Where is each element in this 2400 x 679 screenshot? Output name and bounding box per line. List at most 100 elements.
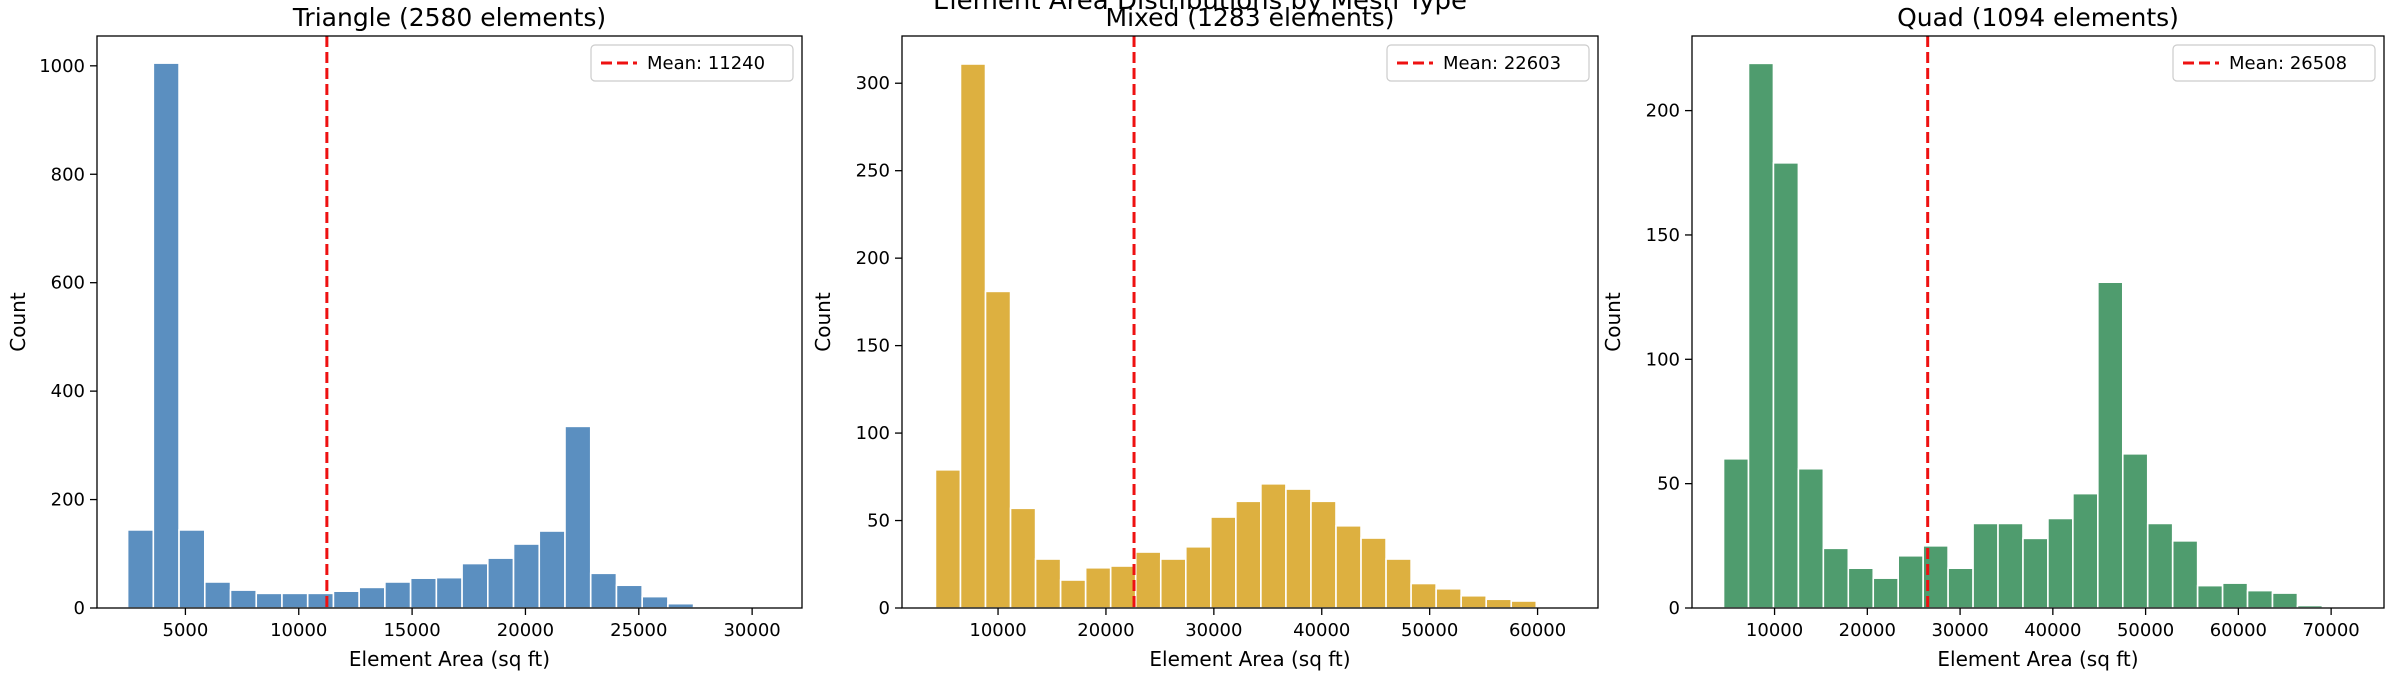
histogram-bar — [1335, 524, 1362, 609]
y-tick-label: 200 — [51, 490, 85, 511]
histogram-bar — [2072, 492, 2099, 609]
subplot-title: Quad (1094 elements) — [1897, 3, 2179, 32]
histogram-bar — [1510, 600, 1538, 609]
x-tick-label: 50000 — [2117, 620, 2174, 641]
y-tick-label: 0 — [1669, 598, 1680, 619]
figure-suptitle: Element Area Distributions by Mesh Type — [932, 0, 1468, 16]
histogram-bar — [1184, 545, 1212, 609]
histogram-bar — [984, 290, 1012, 609]
histogram-bar — [934, 469, 962, 609]
histogram-bar — [512, 543, 541, 609]
histogram-bar — [2022, 537, 2049, 609]
x-tick-label: 60000 — [1509, 620, 1566, 641]
histogram-bar — [564, 425, 592, 609]
histogram-bar — [178, 529, 206, 609]
y-tick-label: 600 — [51, 273, 85, 294]
histogram-bar — [461, 562, 489, 609]
x-tick-label: 40000 — [1293, 620, 1350, 641]
histogram-bar — [1210, 516, 1237, 609]
x-tick-label: 40000 — [2024, 620, 2081, 641]
histogram-bar — [1285, 488, 1312, 609]
y-tick-label: 50 — [867, 511, 890, 532]
histogram-bar — [1972, 522, 1999, 609]
histogram-bar — [1159, 558, 1187, 609]
histogram-bar — [2271, 592, 2299, 609]
histogram-bar — [255, 592, 283, 609]
subplot-3: 10000 20000 30000 40000 50000 60000 70000 0 50 10… — [1601, 3, 2385, 671]
histogram-bar — [435, 576, 463, 609]
histogram-bar — [2097, 281, 2124, 609]
histogram-bar — [1059, 579, 1087, 609]
y-tick-label: 150 — [856, 336, 890, 357]
histogram-bar — [152, 62, 180, 609]
histogram-bar — [1009, 507, 1037, 609]
y-tick-label: 250 — [856, 161, 890, 182]
subplot-title: Mixed (1283 elements) — [1106, 3, 1395, 32]
histogram-bar — [589, 572, 618, 609]
x-tick-label: 20000 — [1077, 620, 1134, 641]
y-tick-label: 0 — [74, 598, 85, 619]
histogram-bar — [1872, 577, 1900, 609]
x-tick-label: 5000 — [163, 620, 209, 641]
histogram-bar — [2171, 540, 2199, 609]
legend-mean-label: Mean: 22603 — [1443, 53, 1561, 74]
legend-mean-label: Mean: 11240 — [647, 53, 765, 74]
histogram-bar — [487, 557, 515, 609]
x-axis-label: Element Area (sq ft) — [1149, 647, 1350, 671]
histogram-bar — [1747, 62, 1775, 609]
histogram-bar — [306, 592, 335, 609]
x-tick-label: 70000 — [2302, 620, 2359, 641]
x-tick-label: 25000 — [610, 620, 667, 641]
axes-frame — [96, 35, 803, 609]
y-tick-label: 0 — [879, 598, 890, 619]
histogram-bar — [1485, 598, 1513, 609]
histogram-bar — [2121, 453, 2149, 609]
legend: Mean: 26508 — [2172, 44, 2376, 82]
histogram-bar — [2246, 589, 2274, 609]
histogram-bar — [2196, 584, 2224, 609]
histogram-bar — [126, 529, 155, 609]
y-tick-label: 200 — [856, 248, 890, 269]
histogram-bar — [959, 63, 987, 609]
y-axis-label: Count — [811, 292, 835, 352]
histogram-bar — [2146, 522, 2174, 609]
legend-mean-label: Mean: 26508 — [2229, 53, 2347, 74]
histogram-bar — [1034, 558, 1062, 609]
histogram-bar — [1385, 558, 1412, 609]
histogram-bar — [2221, 582, 2249, 609]
histogram-bar — [1109, 565, 1137, 609]
histogram-bar — [1235, 500, 1262, 609]
x-tick-label: 60000 — [2210, 620, 2267, 641]
histogram-bar — [1084, 566, 1112, 609]
legend: Mean: 22603 — [1386, 44, 1590, 82]
histogram-bar — [358, 586, 386, 609]
histogram-bar — [384, 581, 412, 609]
histogram-bar — [332, 590, 360, 609]
legend-box — [2172, 44, 2376, 82]
subplot-1: 5000 10000 15000 20000 25000 30000 0 200 400 600 8… — [6, 3, 803, 671]
x-tick-label: 20000 — [1839, 620, 1896, 641]
axes-frame — [901, 35, 1599, 609]
y-tick-label: 400 — [51, 381, 85, 402]
histogram-bar — [538, 530, 566, 609]
histogram-bar — [1722, 457, 1750, 609]
y-tick-label: 100 — [1646, 349, 1680, 370]
y-tick-label: 100 — [856, 423, 890, 444]
histogram-bar — [1435, 587, 1462, 609]
histogram-bar — [1822, 547, 1850, 609]
x-tick-label: 50000 — [1401, 620, 1458, 641]
legend-box — [1386, 44, 1590, 82]
histogram-bar — [203, 581, 232, 609]
histogram-bar — [667, 602, 695, 609]
histogram-bar — [1997, 522, 2024, 609]
x-tick-label: 30000 — [1931, 620, 1988, 641]
y-tick-label: 1000 — [39, 56, 85, 77]
histogram-bar — [2047, 517, 2074, 609]
x-tick-label: 10000 — [969, 620, 1026, 641]
x-tick-label: 10000 — [1746, 620, 1803, 641]
histogram-bar — [1260, 483, 1287, 609]
histogram-bar — [1460, 594, 1488, 609]
subplot-2: 10000 20000 30000 40000 50000 60000 0 50 100 150 2… — [811, 3, 1599, 671]
